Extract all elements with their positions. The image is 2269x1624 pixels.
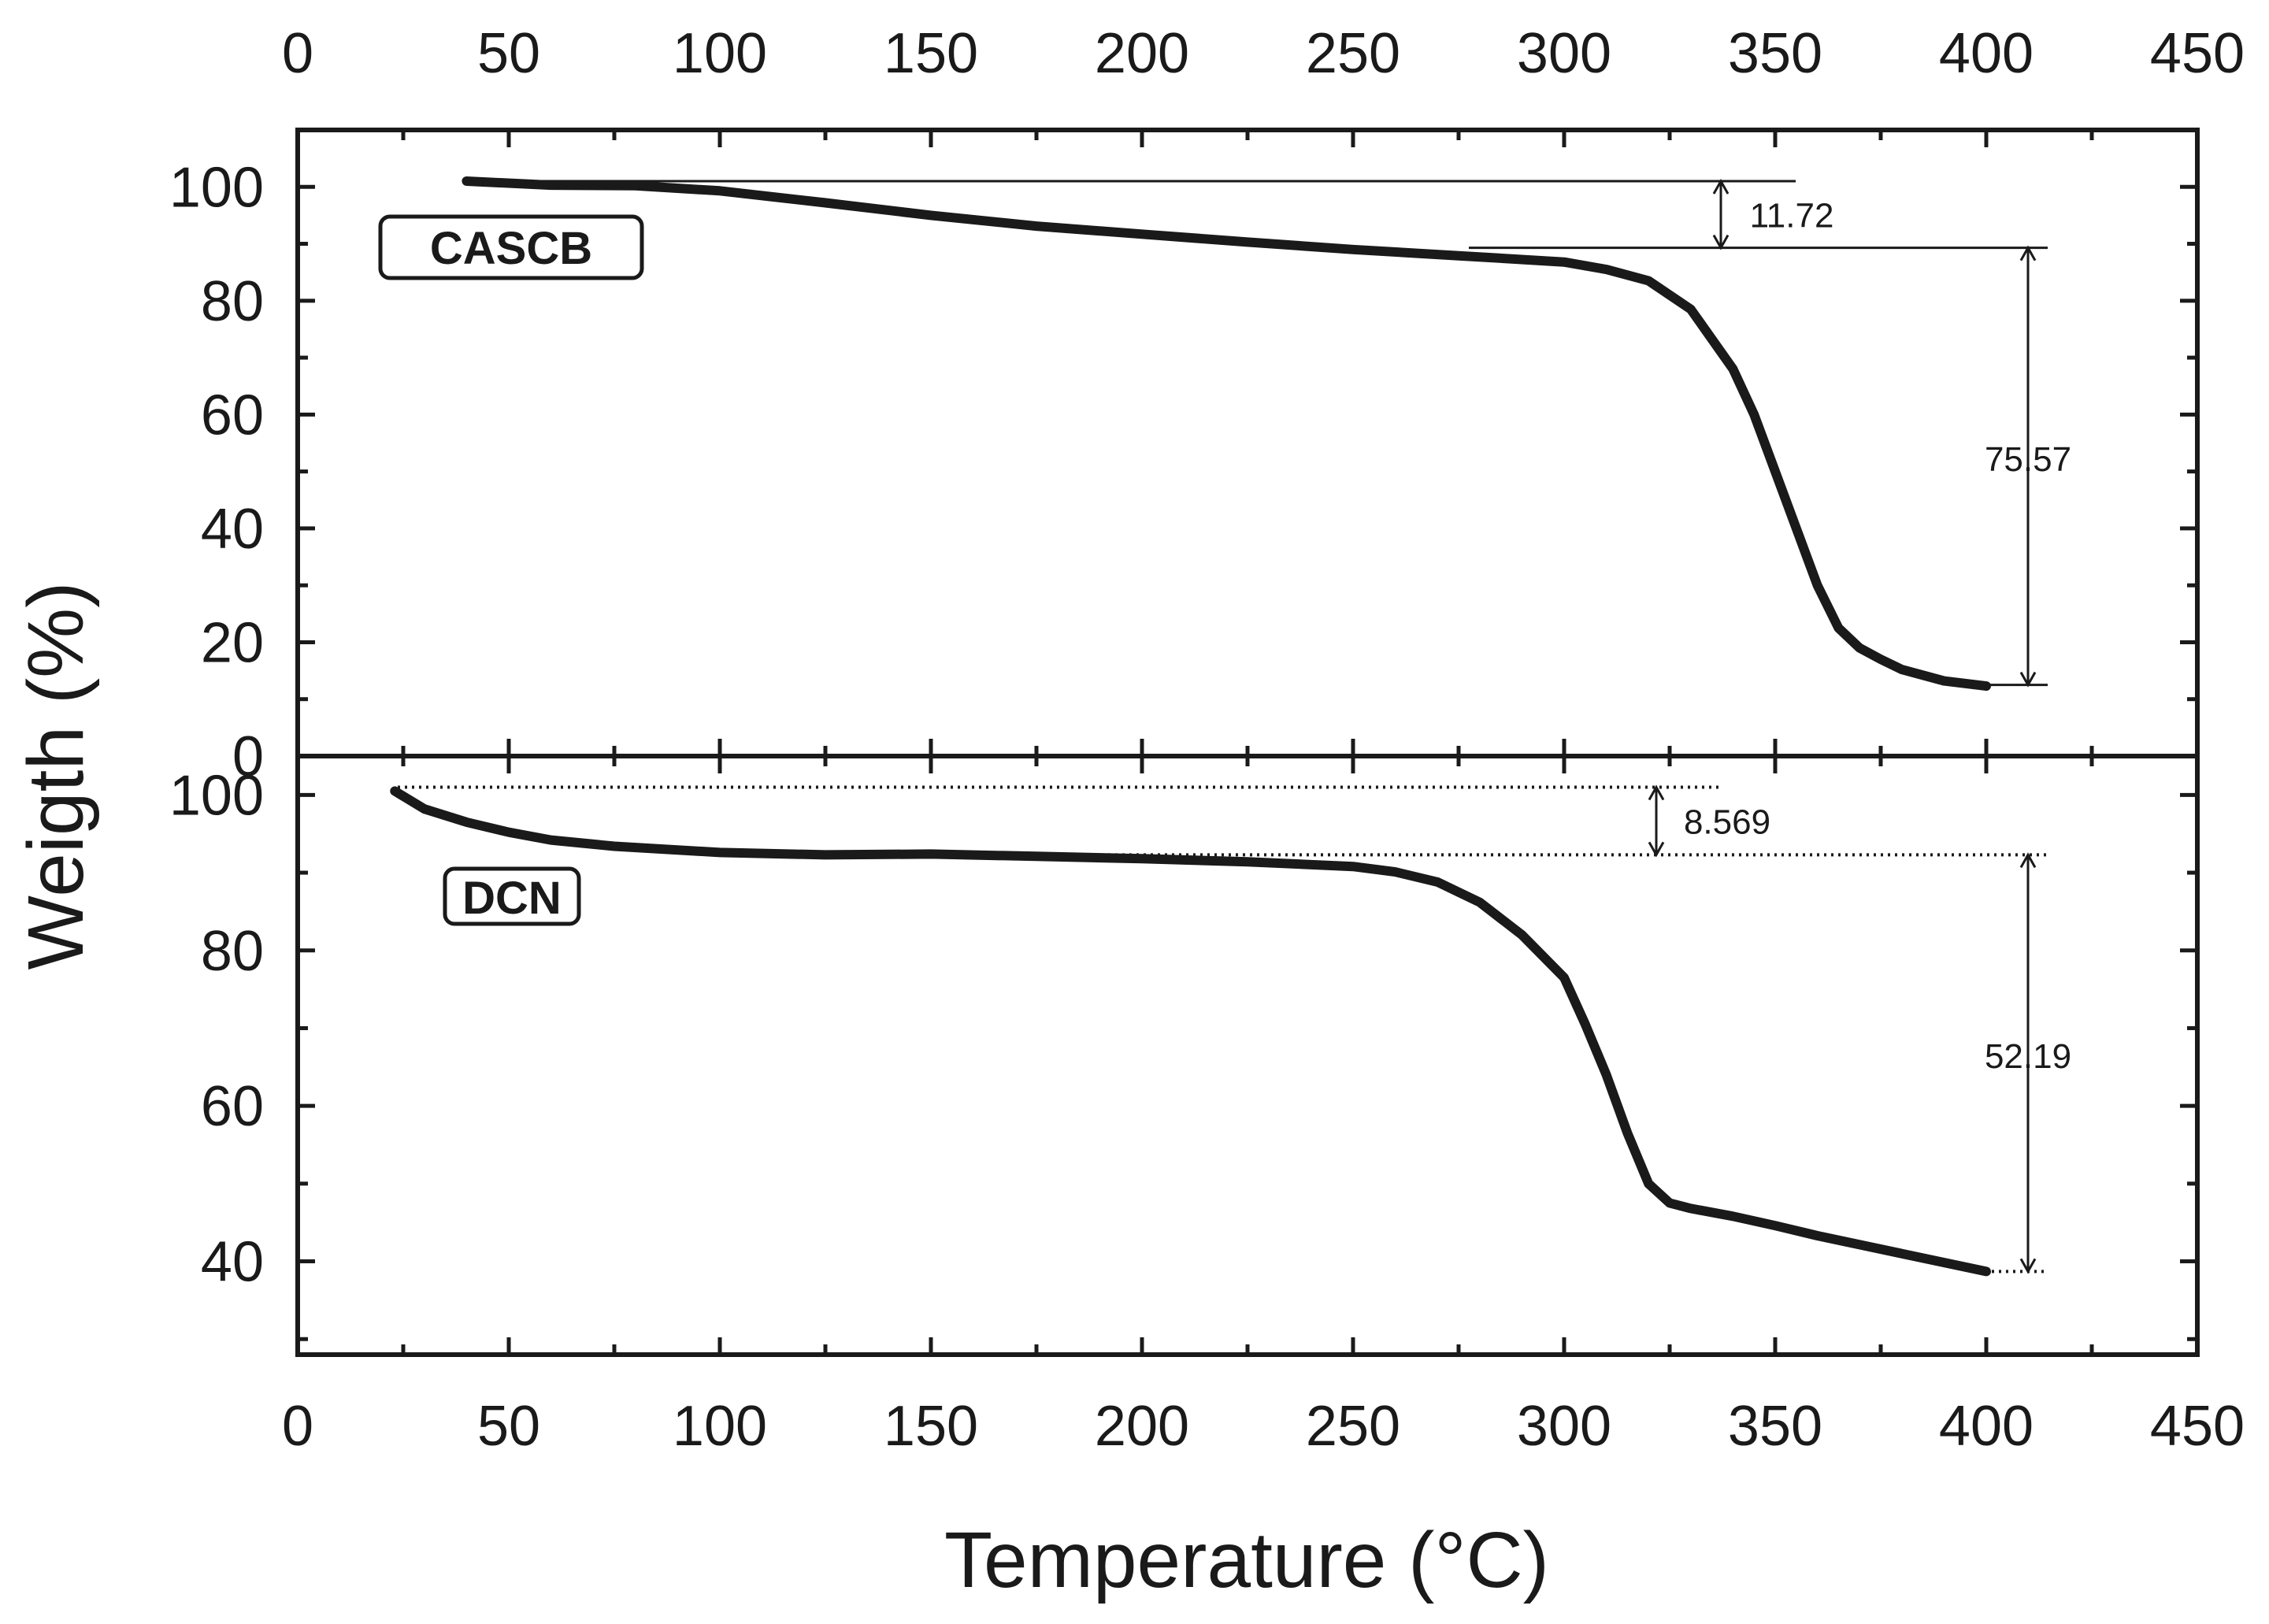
plot-frames (295, 128, 2200, 1357)
sample-labels: CASCB DCN (378, 214, 644, 926)
y-tick-label: 80 (201, 270, 264, 333)
top-x-tick-label: 150 (884, 22, 978, 85)
y-tick-label: 0 (232, 725, 264, 788)
x-tick-label: 50 (477, 1395, 540, 1458)
weight-loss-curves (390, 176, 1991, 1277)
x-tick-label: 250 (1306, 1395, 1400, 1458)
second-step-arrow-head (2019, 245, 2037, 261)
second-step-arrow-head (2019, 852, 2037, 869)
second-step-value: 52.19 (1985, 1037, 2071, 1076)
first-step-arrow-head (1712, 178, 1730, 195)
y-tick-label: 60 (201, 384, 264, 447)
top-x-tick-label: 350 (1728, 22, 1822, 85)
top-x-tick-label: 450 (2150, 22, 2245, 85)
y-tick-label: 100 (169, 764, 264, 827)
x-tick-label: 300 (1517, 1395, 1611, 1458)
x-tick-label: 0 (282, 1395, 313, 1458)
top-x-tick-label: 200 (1095, 22, 1189, 85)
x-tick-label: 350 (1728, 1395, 1822, 1458)
first-step-arrow-head (1648, 841, 1665, 858)
first-step-value: 8.569 (1684, 803, 1770, 841)
y-tick-label: 100 (169, 156, 264, 219)
first-step-arrow-head (1712, 234, 1730, 250)
top-x-tick-label: 400 (1939, 22, 2034, 85)
top-x-tick-label: 0 (282, 22, 313, 85)
dcn-curve (390, 786, 1991, 1277)
cascb-curve (462, 176, 1991, 691)
top-x-tick-label: 50 (477, 22, 540, 85)
x-tick-label: 450 (2150, 1395, 2245, 1458)
y-tick-label: 40 (201, 498, 264, 561)
sample-label: CASCB (430, 223, 592, 274)
first-step-value: 11.72 (1750, 196, 1834, 235)
top-x-tick-label: 250 (1306, 22, 1400, 85)
x-tick-label: 100 (673, 1395, 767, 1458)
second-step-arrow-head (2019, 671, 2037, 688)
x-axis-title: Temperature (°C) (944, 1516, 1549, 1604)
first-step-arrow-head (1648, 784, 1665, 801)
y-tick-label: 60 (201, 1075, 264, 1138)
sample-label: DCN (462, 873, 562, 924)
x-tick-label: 150 (884, 1395, 978, 1458)
second-step-value: 75.57 (1985, 440, 2071, 479)
weight-loss-annotations: 11.72 75.57 8.569 52.19 (1648, 178, 2087, 1274)
x-tick-label: 400 (1939, 1395, 2034, 1458)
x-tick-label: 200 (1095, 1395, 1189, 1458)
reference-lines (398, 180, 2048, 1274)
top-x-tick-label: 300 (1517, 22, 1611, 85)
sample-label-box (378, 214, 644, 280)
sample-label-box (443, 866, 581, 926)
axis-ticks (295, 128, 2200, 1355)
y-tick-label: 40 (201, 1231, 264, 1294)
y-axis-title: Weigth (%) (12, 582, 100, 970)
second-step-arrow-head (2019, 1258, 2037, 1274)
y-tick-label: 20 (201, 611, 264, 674)
top-x-tick-label: 100 (673, 22, 767, 85)
y-tick-label: 80 (201, 920, 264, 983)
